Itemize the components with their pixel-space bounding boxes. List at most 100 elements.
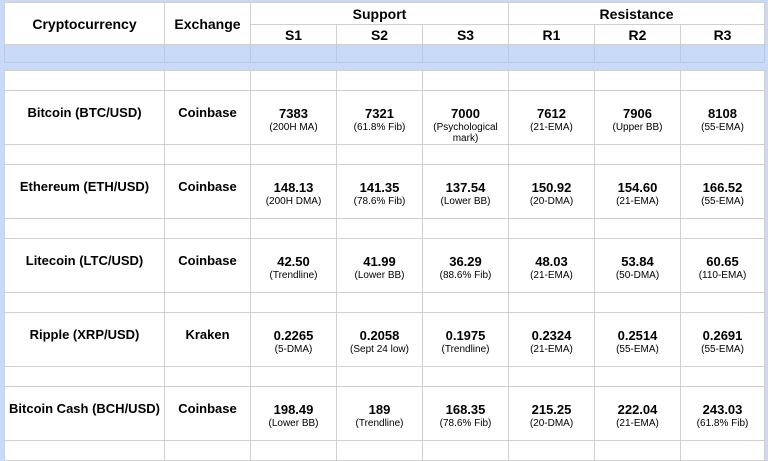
level-cell: 150.92 (20-DMA) [508,164,595,219]
header-s1: S1 [250,24,337,45]
header-exchange: Exchange [164,2,251,45]
band-row [4,44,766,63]
level-cell: 42.50 (Trendline) [250,238,337,293]
level-cell: 0.2265 (5-DMA) [250,312,337,367]
level-note: (200H DMA) [265,196,322,207]
blank-row [4,440,766,461]
level-value: 48.03 [535,254,568,269]
level-value: 53.84 [621,254,654,269]
level-cell: 0.1975 (Trendline) [422,312,509,367]
level-note: (Sept 24 low) [350,344,409,355]
level-cell: 7000 (Psychological mark) [422,90,509,145]
level-note: (Trendline) [355,418,404,429]
header-s2: S2 [336,24,423,45]
crypto-name: Ripple (XRP/USD) [4,312,165,367]
level-cell: 0.2058 (Sept 24 low) [336,312,423,367]
level-cell: 222.04 (21-EMA) [594,386,681,441]
level-cell: 137.54 (Lower BB) [422,164,509,219]
level-cell: 148.13 (200H DMA) [250,164,337,219]
level-note: (Psychological mark) [433,122,498,144]
level-cell: 36.29 (88.6% Fib) [422,238,509,293]
exchange-name: Coinbase [164,164,251,219]
level-note: (Lower BB) [268,418,319,429]
level-note: (21-EMA) [530,344,573,355]
level-note: (61.8% Fib) [353,122,406,133]
blank-row [4,70,766,91]
level-note: (55-EMA) [701,122,744,133]
blank-row [4,366,766,387]
level-value: 60.65 [706,254,739,269]
level-value: 36.29 [449,254,482,269]
level-note: (55-EMA) [701,196,744,207]
level-note: (20-DMA) [529,418,574,429]
header-resistance: Resistance [507,2,766,25]
level-note: (Trendline) [441,344,490,355]
exchange-name: Coinbase [164,386,251,441]
level-value: 7383 [279,106,308,121]
level-cell: 189 (Trendline) [336,386,423,441]
table-row: Ethereum (ETH/USD) Coinbase 148.13 (200H DM… [4,164,766,219]
level-cell: 166.52 (55-EMA) [679,164,766,219]
spacer-row [4,62,765,71]
level-note: (5-DMA) [274,344,313,355]
level-value: 41.99 [363,254,396,269]
level-cell: 7383 (200H MA) [250,90,337,145]
level-note: (21-EMA) [530,122,573,133]
level-note: (78.6% Fib) [353,196,406,207]
crypto-name: Litecoin (LTC/USD) [4,238,165,293]
level-note: (21-EMA) [616,196,659,207]
header-support: Support [250,2,509,25]
exchange-name: Coinbase [164,238,251,293]
level-note: (55-EMA) [616,344,659,355]
table-row: Bitcoin Cash (BCH/USD) Coinbase 198.49 (Low… [4,386,766,441]
level-value: 0.2691 [702,328,743,343]
level-value: 243.03 [702,402,743,417]
level-cell: 0.2691 (55-EMA) [679,312,766,367]
level-note: (50-DMA) [615,270,660,281]
exchange-name: Coinbase [164,90,251,145]
level-note: (110-EMA) [698,270,747,281]
level-value: 7612 [537,106,566,121]
level-value: 8108 [708,106,737,121]
level-value: 7000 [451,106,480,121]
level-value: 141.35 [359,180,400,195]
header-s3: S3 [422,24,509,45]
level-cell: 141.35 (78.6% Fib) [336,164,423,219]
level-cell: 8108 (55-EMA) [679,90,766,145]
level-value: 137.54 [445,180,486,195]
crypto-name: Ethereum (ETH/USD) [4,164,165,219]
level-cell: 0.2514 (55-EMA) [594,312,681,367]
level-cell: 243.03 (61.8% Fib) [679,386,766,441]
level-cell: 215.25 (20-DMA) [508,386,595,441]
crypto-name: Bitcoin (BTC/USD) [4,90,165,145]
table-row: Litecoin (LTC/USD) Coinbase 42.50 (Trendlin… [4,238,766,293]
level-value: 0.1975 [445,328,486,343]
level-value: 215.25 [531,402,572,417]
header-cryptocurrency: Cryptocurrency [4,2,165,45]
level-value: 0.2324 [531,328,572,343]
level-value: 0.2265 [273,328,314,343]
table-row: Bitcoin (BTC/USD) Coinbase 7383 (200H MA) 73… [4,90,766,145]
level-note: (Upper BB) [612,122,663,133]
level-cell: 168.35 (78.6% Fib) [422,386,509,441]
level-note: (20-DMA) [529,196,574,207]
header-r2: R2 [594,24,681,45]
level-cell: 60.65 (110-EMA) [679,238,766,293]
level-cell: 0.2324 (21-EMA) [508,312,595,367]
level-cell: 7906 (Upper BB) [594,90,681,145]
level-note: (55-EMA) [701,344,744,355]
level-cell: 7321 (61.8% Fib) [336,90,423,145]
level-cell: 53.84 (50-DMA) [594,238,681,293]
level-note: (Lower BB) [440,196,491,207]
crypto-name: Bitcoin Cash (BCH/USD) [4,386,165,441]
blank-row [4,144,766,165]
level-value: 0.2514 [617,328,658,343]
table-row: Ripple (XRP/USD) Kraken 0.2265 (5-DMA) 0.205… [4,312,766,367]
level-cell: 7612 (21-EMA) [508,90,595,145]
price-levels-table: Cryptocurrency Exchange Support Resistan… [4,2,766,461]
level-cell: 41.99 (Lower BB) [336,238,423,293]
level-value: 42.50 [277,254,310,269]
level-value: 189 [368,402,391,417]
level-cell: 154.60 (21-EMA) [594,164,681,219]
